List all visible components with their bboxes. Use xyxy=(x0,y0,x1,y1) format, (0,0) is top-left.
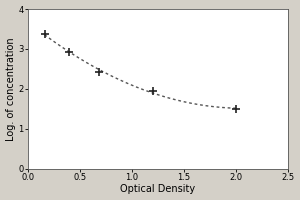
Y-axis label: Log. of concentration: Log. of concentration xyxy=(6,37,16,141)
X-axis label: Optical Density: Optical Density xyxy=(120,184,195,194)
